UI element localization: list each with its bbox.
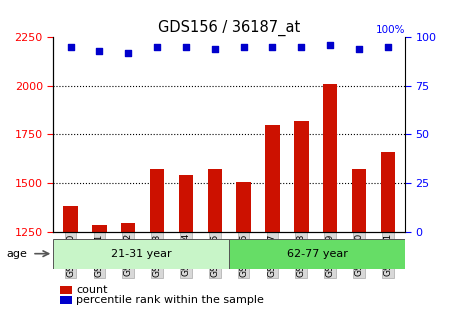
Text: 21-31 year: 21-31 year (111, 249, 171, 259)
Point (153, 44, 161, 49)
Bar (150, 169, 164, 232)
Bar (352, 169, 366, 232)
Bar (92, 225, 106, 232)
Point (269, 44, 276, 49)
Point (240, 44, 247, 49)
Point (355, 46, 363, 51)
Bar (381, 152, 395, 232)
Bar (294, 121, 308, 232)
Point (384, 44, 392, 49)
Bar (53, 239, 229, 269)
Text: count: count (76, 285, 108, 295)
Text: 62-77 year: 62-77 year (287, 249, 348, 259)
Text: 100%: 100% (375, 25, 405, 35)
Point (96, 48, 103, 53)
Point (211, 46, 219, 51)
Bar (179, 175, 193, 232)
Bar (237, 182, 251, 232)
Point (125, 50, 132, 55)
Text: age: age (6, 249, 27, 259)
Bar (63, 206, 78, 232)
Title: GDS156 / 36187_at: GDS156 / 36187_at (158, 19, 300, 36)
Point (298, 44, 305, 49)
Text: percentile rank within the sample: percentile rank within the sample (76, 295, 264, 305)
Bar (207, 169, 222, 232)
Point (67, 44, 74, 49)
Bar (229, 239, 405, 269)
Bar (121, 223, 136, 232)
Point (182, 44, 190, 49)
Bar (265, 125, 280, 232)
Point (326, 42, 334, 47)
Bar (323, 84, 338, 232)
